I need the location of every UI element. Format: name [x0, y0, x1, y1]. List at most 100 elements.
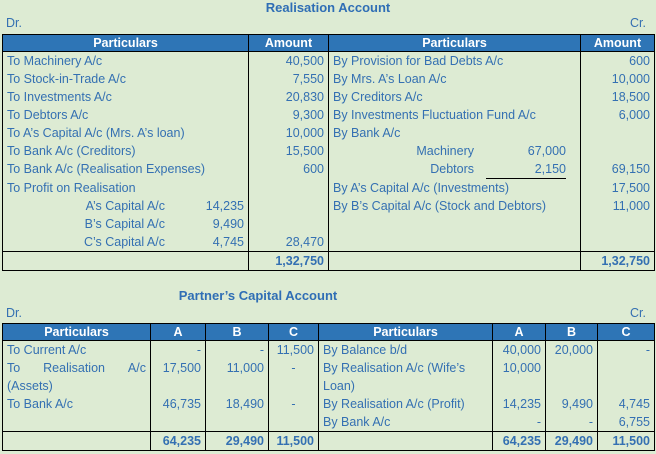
credit-c	[597, 359, 655, 377]
credit-label: By Creditors A/c	[328, 88, 581, 106]
credit-label: By Realisation A/c (Wife’s	[318, 359, 493, 377]
debit-amount: 9,300	[248, 106, 329, 124]
debit-c	[268, 413, 319, 432]
table-header-row: Particulars A B C Particulars A B C	[2, 323, 655, 341]
bank-split-machinery: Machinery 67,000	[328, 142, 581, 160]
table-row: To A’s Capital A/c (Mrs. A’s loan) 10,00…	[2, 124, 655, 142]
credit-amount: 17,500	[580, 179, 655, 197]
credit-a: 14,235	[492, 395, 546, 413]
table-row: By Bank A/c - - 6,755	[2, 413, 655, 432]
header-particulars-dr: Particulars	[2, 323, 151, 341]
table-row: To Realisation A/c 17,500 11,000 - By Real…	[2, 359, 655, 377]
bank-split-debtors: Debtors 2,150	[328, 160, 581, 179]
table-row: B’s Capital A/c 9,490	[2, 215, 655, 233]
credit-b: 9,490	[545, 395, 598, 413]
debit-b	[205, 413, 269, 432]
total-credit-a: 64,235	[492, 431, 546, 451]
debit-amount: 10,000	[248, 124, 329, 142]
header-amount-cr: Amount	[580, 34, 655, 52]
table-row: To Stock-in-Trade A/c 7,550 By Mrs. A’s …	[2, 70, 655, 88]
table-row: A’s Capital A/c 14,235 By B’s Capital A/c…	[2, 197, 655, 215]
realisation-cr-label: Cr.	[630, 16, 646, 30]
debit-label: To Bank A/c (Realisation Expenses)	[2, 160, 249, 179]
total-row: 64,235 29,490 11,500 64,235 29,490 11,50…	[2, 431, 655, 451]
credit-b	[545, 377, 598, 395]
header-c-dr: C	[268, 323, 319, 341]
credit-c: -	[597, 340, 655, 359]
debit-c: -	[268, 395, 319, 413]
debit-b: 18,490	[205, 395, 269, 413]
debit-amount: 7,550	[248, 70, 329, 88]
credit-amount: 6,000	[580, 106, 655, 124]
credit-a: 10,000	[492, 359, 546, 377]
debit-label: To Bank A/c (Creditors)	[2, 142, 249, 160]
credit-label: By Mrs. A’s Loan A/c	[328, 70, 581, 88]
realisation-title: Realisation Account	[265, 0, 391, 15]
table-header-row: Particulars Amount Particulars Amount	[2, 34, 655, 52]
table-row: To Bank A/c 46,735 18,490 - By Realisati…	[2, 395, 655, 413]
credit-amount: 18,500	[580, 88, 655, 106]
debit-a: 46,735	[150, 395, 206, 413]
credit-label: By B’s Capital A/c (Stock and Debtors)	[328, 197, 581, 215]
profit-split-b: B’s Capital A/c 9,490	[2, 215, 249, 233]
header-amount-dr: Amount	[248, 34, 329, 52]
debit-b: -	[205, 340, 269, 359]
debit-label: To A’s Capital A/c (Mrs. A’s loan)	[2, 124, 249, 142]
credit-b: -	[545, 413, 598, 432]
bank-total: 69,150	[580, 160, 655, 179]
capital-cr-label: Cr.	[630, 306, 646, 320]
debit-c	[268, 377, 319, 395]
credit-label: By Bank A/c	[328, 124, 581, 142]
credit-b: 20,000	[545, 340, 598, 359]
table-row: To Investments A/c 20,830 By Creditors A…	[2, 88, 655, 106]
total-credit: 1,32,750	[580, 251, 655, 271]
debit-c: -	[268, 359, 319, 377]
debit-label: (Assets)	[2, 377, 151, 395]
credit-a: -	[492, 413, 546, 432]
debit-a	[150, 377, 206, 395]
total-debit-c: 11,500	[268, 431, 319, 451]
capital-table: Particulars A B C Particulars A B C To C…	[2, 323, 655, 451]
credit-a	[492, 377, 546, 395]
debit-amount: 20,830	[248, 88, 329, 106]
capital-dr-label: Dr.	[6, 306, 22, 320]
profit-total: 28,470	[248, 233, 329, 252]
table-row: (Assets) Loan)	[2, 377, 655, 395]
total-debit-a: 64,235	[150, 431, 206, 451]
table-row: To Current A/c - - 11,500 By Balance b/d…	[2, 340, 655, 359]
credit-b	[545, 359, 598, 377]
debit-a: -	[150, 340, 206, 359]
credit-label: Loan)	[318, 377, 493, 395]
debit-label: To Bank A/c	[2, 395, 151, 413]
debit-label: To Debtors A/c	[2, 106, 249, 124]
debit-a	[150, 413, 206, 432]
header-particulars-cr: Particulars	[328, 34, 581, 52]
debit-c: 11,500	[268, 340, 319, 359]
credit-label: By A’s Capital A/c (Investments)	[328, 179, 581, 197]
capital-title: Partner’s Capital Account	[178, 288, 338, 303]
debit-label: To Machinery A/c	[2, 51, 249, 70]
table-row: To Debtors A/c 9,300 By Investments Fluc…	[2, 106, 655, 124]
header-c-cr: C	[597, 323, 655, 341]
realisation-table: Particulars Amount Particulars Amount To…	[2, 34, 655, 271]
debit-a: 17,500	[150, 359, 206, 377]
table-row: To Machinery A/c 40,500 By Provision for…	[2, 51, 655, 70]
profit-split-c: C’s Capital A/c 4,745	[2, 233, 249, 252]
credit-c: 4,745	[597, 395, 655, 413]
debit-b: 11,000	[205, 359, 269, 377]
total-credit-b: 29,490	[545, 431, 598, 451]
debit-amount: 15,500	[248, 142, 329, 160]
debit-label: To Profit on Realisation	[2, 179, 249, 197]
debit-amount: 40,500	[248, 51, 329, 70]
profit-split-a: A’s Capital A/c 14,235	[2, 197, 249, 215]
header-a-cr: A	[492, 323, 546, 341]
debit-label	[2, 413, 151, 432]
credit-amount: 11,000	[580, 197, 655, 215]
debit-b	[205, 377, 269, 395]
credit-a: 40,000	[492, 340, 546, 359]
credit-c: 6,755	[597, 413, 655, 432]
table-row: C’s Capital A/c 4,745 28,470	[2, 233, 655, 252]
debit-label: To Realisation A/c	[2, 359, 151, 377]
debit-label: To Investments A/c	[2, 88, 249, 106]
credit-label: By Provision for Bad Debts A/c	[328, 51, 581, 70]
